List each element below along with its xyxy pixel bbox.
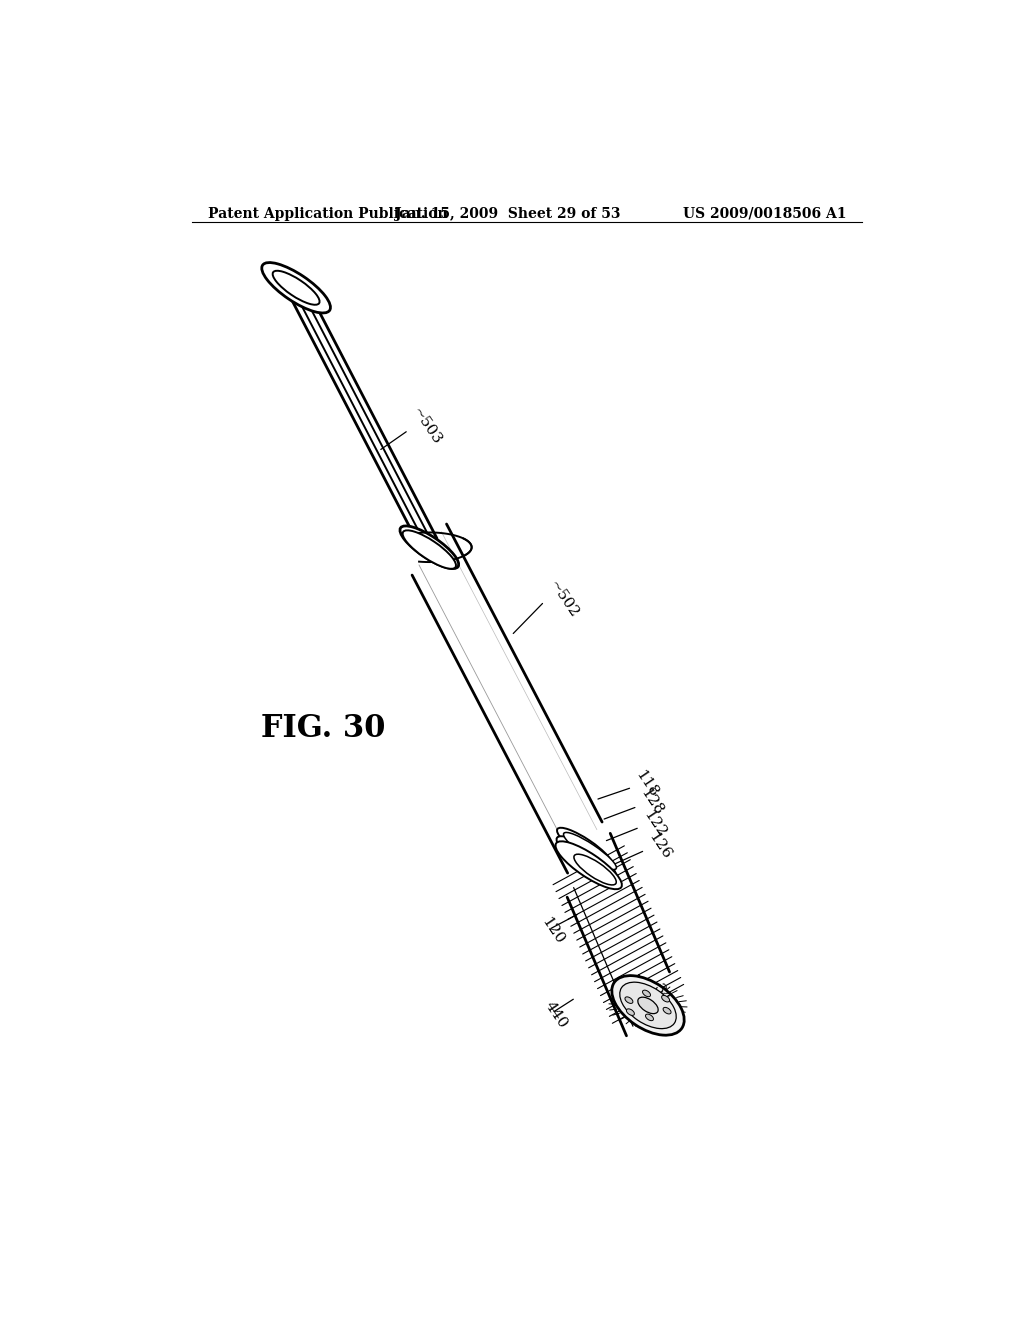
Text: 440: 440 <box>543 999 570 1031</box>
Ellipse shape <box>563 833 616 870</box>
Ellipse shape <box>573 854 616 884</box>
Ellipse shape <box>664 1007 671 1014</box>
Ellipse shape <box>557 836 616 879</box>
Ellipse shape <box>662 995 670 1002</box>
Ellipse shape <box>557 828 612 867</box>
Ellipse shape <box>262 263 331 313</box>
Ellipse shape <box>400 525 459 569</box>
Ellipse shape <box>611 975 684 1035</box>
Text: 128: 128 <box>638 787 666 818</box>
Text: 122: 122 <box>640 808 669 840</box>
Ellipse shape <box>402 531 456 569</box>
Text: ~502: ~502 <box>547 578 582 620</box>
Text: Patent Application Publication: Patent Application Publication <box>208 207 447 220</box>
Ellipse shape <box>625 997 633 1003</box>
Ellipse shape <box>645 1014 653 1020</box>
Ellipse shape <box>272 271 319 305</box>
Text: FIG. 30: FIG. 30 <box>261 713 386 743</box>
Text: 120: 120 <box>539 915 566 946</box>
Text: 34: 34 <box>650 982 673 1006</box>
Ellipse shape <box>638 997 658 1014</box>
Text: US 2009/0018506 A1: US 2009/0018506 A1 <box>683 207 847 220</box>
Ellipse shape <box>555 841 622 890</box>
Text: 118: 118 <box>633 768 660 800</box>
Text: ~503: ~503 <box>410 405 444 447</box>
Ellipse shape <box>620 982 676 1028</box>
Ellipse shape <box>627 1008 635 1015</box>
Text: Jan. 15, 2009  Sheet 29 of 53: Jan. 15, 2009 Sheet 29 of 53 <box>395 207 621 220</box>
Ellipse shape <box>642 990 650 997</box>
Text: 126: 126 <box>646 830 674 862</box>
